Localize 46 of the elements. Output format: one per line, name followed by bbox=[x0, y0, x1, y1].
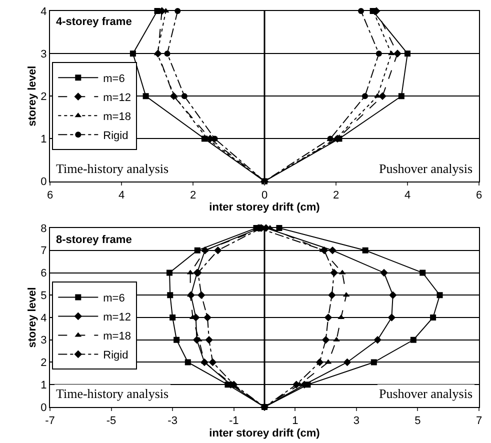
y-tick-label: 4 bbox=[40, 312, 47, 324]
annotation: Time-history analysis bbox=[56, 386, 169, 401]
legend-label: m=18 bbox=[103, 330, 131, 342]
x-tick-label: 4 bbox=[118, 189, 125, 202]
y-tick-label: 6 bbox=[40, 268, 47, 280]
text: 8-storey frame bbox=[56, 234, 132, 246]
y-tick-label: 2 bbox=[40, 357, 47, 370]
x-tick-label: 3 bbox=[353, 415, 360, 428]
x-axis-title: inter storey drift (cm) bbox=[209, 427, 320, 440]
x-tick-label: -7 bbox=[45, 415, 55, 428]
y-tick-label: 5 bbox=[40, 290, 47, 302]
annotation: Pushover analysis bbox=[379, 161, 473, 176]
x-tick-label: -5 bbox=[106, 415, 116, 428]
y-tick-label: 3 bbox=[40, 334, 47, 347]
annotation: Pushover analysis bbox=[379, 386, 473, 401]
y-tick-label: 1 bbox=[40, 134, 47, 146]
y-tick-label: 4 bbox=[40, 6, 47, 18]
x-tick-label: 2 bbox=[332, 189, 340, 202]
y-tick-label: 0 bbox=[40, 176, 47, 188]
x-tick-label: 1 bbox=[292, 415, 298, 428]
y-tick-label: 3 bbox=[40, 48, 47, 60]
y-axis-title: storey level bbox=[26, 66, 38, 126]
annotation: Time-history analysis bbox=[56, 161, 169, 176]
x-tick-label: 2 bbox=[190, 189, 196, 202]
legend-label: m=12 bbox=[103, 311, 131, 324]
legend-label: m=6 bbox=[103, 72, 125, 85]
legend-label: Rigid bbox=[103, 349, 128, 362]
x-tick-label: 7 bbox=[476, 415, 482, 428]
x-tick-label: -1 bbox=[228, 415, 239, 428]
x-tick-label: 5 bbox=[414, 415, 421, 428]
x-axis-title: inter storey drift (cm) bbox=[209, 202, 320, 214]
y-tick-label: 0 bbox=[40, 402, 47, 414]
legend-label: Rigid bbox=[103, 130, 128, 142]
y-tick-label: 8 bbox=[40, 222, 47, 235]
text: 4-storey frame bbox=[56, 16, 132, 28]
y-tick-label: 1 bbox=[40, 379, 47, 392]
x-tick-label: -3 bbox=[168, 415, 178, 428]
x-tick-label: 6 bbox=[476, 189, 482, 202]
y-axis-title: storey level bbox=[26, 287, 38, 348]
y-tick-label: 2 bbox=[40, 90, 47, 103]
x-tick-label: 0 bbox=[261, 189, 268, 202]
legend-label: m=6 bbox=[103, 292, 125, 304]
y-tick-label: 7 bbox=[40, 245, 47, 258]
legend-label: m=18 bbox=[103, 110, 131, 123]
legend-label: m=12 bbox=[103, 92, 131, 104]
x-tick-label: 4 bbox=[404, 189, 411, 202]
